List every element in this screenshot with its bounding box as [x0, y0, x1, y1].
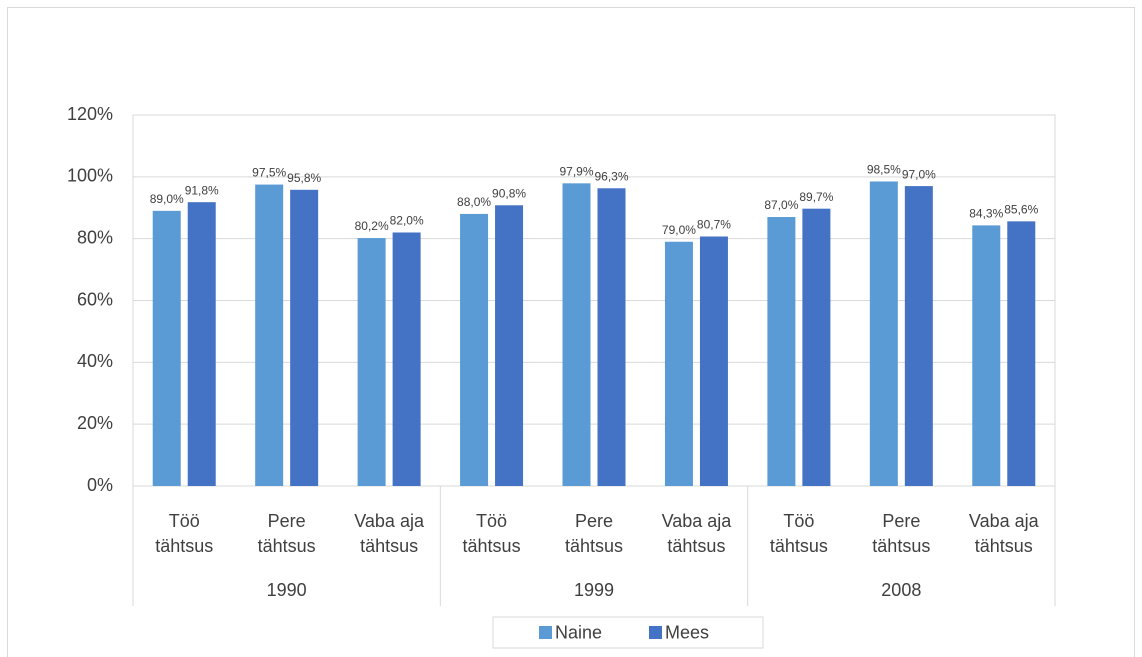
bar: [460, 213, 489, 486]
x-tick-label: tähtsus: [258, 536, 316, 556]
data-label: 79,0%: [662, 223, 696, 237]
bar: [357, 238, 386, 486]
y-tick-label: 0%: [87, 475, 113, 495]
x-tick-label: Töö: [476, 511, 507, 531]
data-label: 82,0%: [390, 214, 424, 228]
legend-label: Naine: [555, 622, 602, 642]
data-label: 89,7%: [799, 190, 833, 204]
x-tick-label: Vaba aja: [969, 511, 1040, 531]
group-label: 1999: [574, 580, 614, 600]
x-tick-label: Vaba aja: [354, 511, 425, 531]
bar: [904, 186, 933, 486]
x-tick-label: tähtsus: [360, 536, 418, 556]
x-tick-label: tähtsus: [565, 536, 623, 556]
bar: [597, 188, 626, 486]
bar: [869, 181, 898, 487]
bar: [495, 205, 524, 486]
bar: [152, 210, 181, 486]
data-label: 97,9%: [559, 164, 593, 178]
x-tick-label: Töö: [169, 511, 200, 531]
bar: [972, 225, 1001, 486]
data-label: 88,0%: [457, 195, 491, 209]
x-tick-label: Vaba aja: [662, 511, 733, 531]
bar: [290, 189, 319, 486]
data-label: 95,8%: [287, 171, 321, 185]
bar: [767, 217, 796, 486]
legend-swatch: [649, 626, 662, 639]
bar: [802, 208, 831, 487]
group-label: 1990: [267, 580, 307, 600]
bar: [187, 202, 216, 486]
bar: [699, 236, 728, 486]
legend-box: [492, 616, 764, 649]
legend-label: Mees: [665, 622, 709, 642]
x-tick-label: tähtsus: [155, 536, 213, 556]
bar: [562, 183, 591, 486]
y-tick-label: 120%: [67, 104, 113, 124]
data-label: 80,2%: [355, 219, 389, 233]
data-label: 96,3%: [594, 169, 628, 183]
bar: [1007, 221, 1036, 486]
data-label: 84,3%: [969, 207, 1003, 221]
y-tick-label: 80%: [77, 227, 113, 247]
y-tick-label: 40%: [77, 351, 113, 371]
data-label: 90,8%: [492, 186, 526, 200]
bar: [255, 184, 284, 486]
legend-swatch: [539, 626, 552, 639]
y-tick-label: 20%: [77, 413, 113, 433]
y-tick-label: 60%: [77, 289, 113, 309]
x-tick-label: Pere: [575, 511, 613, 531]
data-label: 80,7%: [697, 218, 731, 232]
x-tick-label: Töö: [783, 511, 814, 531]
x-tick-label: tähtsus: [667, 536, 725, 556]
data-label: 97,5%: [252, 166, 286, 180]
bar: [664, 241, 693, 486]
group-label: 2008: [881, 580, 921, 600]
y-tick-label: 100%: [67, 166, 113, 186]
x-tick-label: tähtsus: [975, 536, 1033, 556]
data-label: 85,6%: [1004, 203, 1038, 217]
data-label: 97,0%: [902, 167, 936, 181]
x-tick-label: tähtsus: [770, 536, 828, 556]
x-tick-label: Pere: [882, 511, 920, 531]
data-label: 87,0%: [764, 198, 798, 212]
x-tick-label: tähtsus: [872, 536, 930, 556]
x-tick-label: Pere: [268, 511, 306, 531]
data-label: 89,0%: [150, 192, 184, 206]
bar: [392, 232, 421, 486]
x-tick-label: tähtsus: [463, 536, 521, 556]
data-label: 91,8%: [185, 183, 219, 197]
data-label: 98,5%: [867, 163, 901, 177]
